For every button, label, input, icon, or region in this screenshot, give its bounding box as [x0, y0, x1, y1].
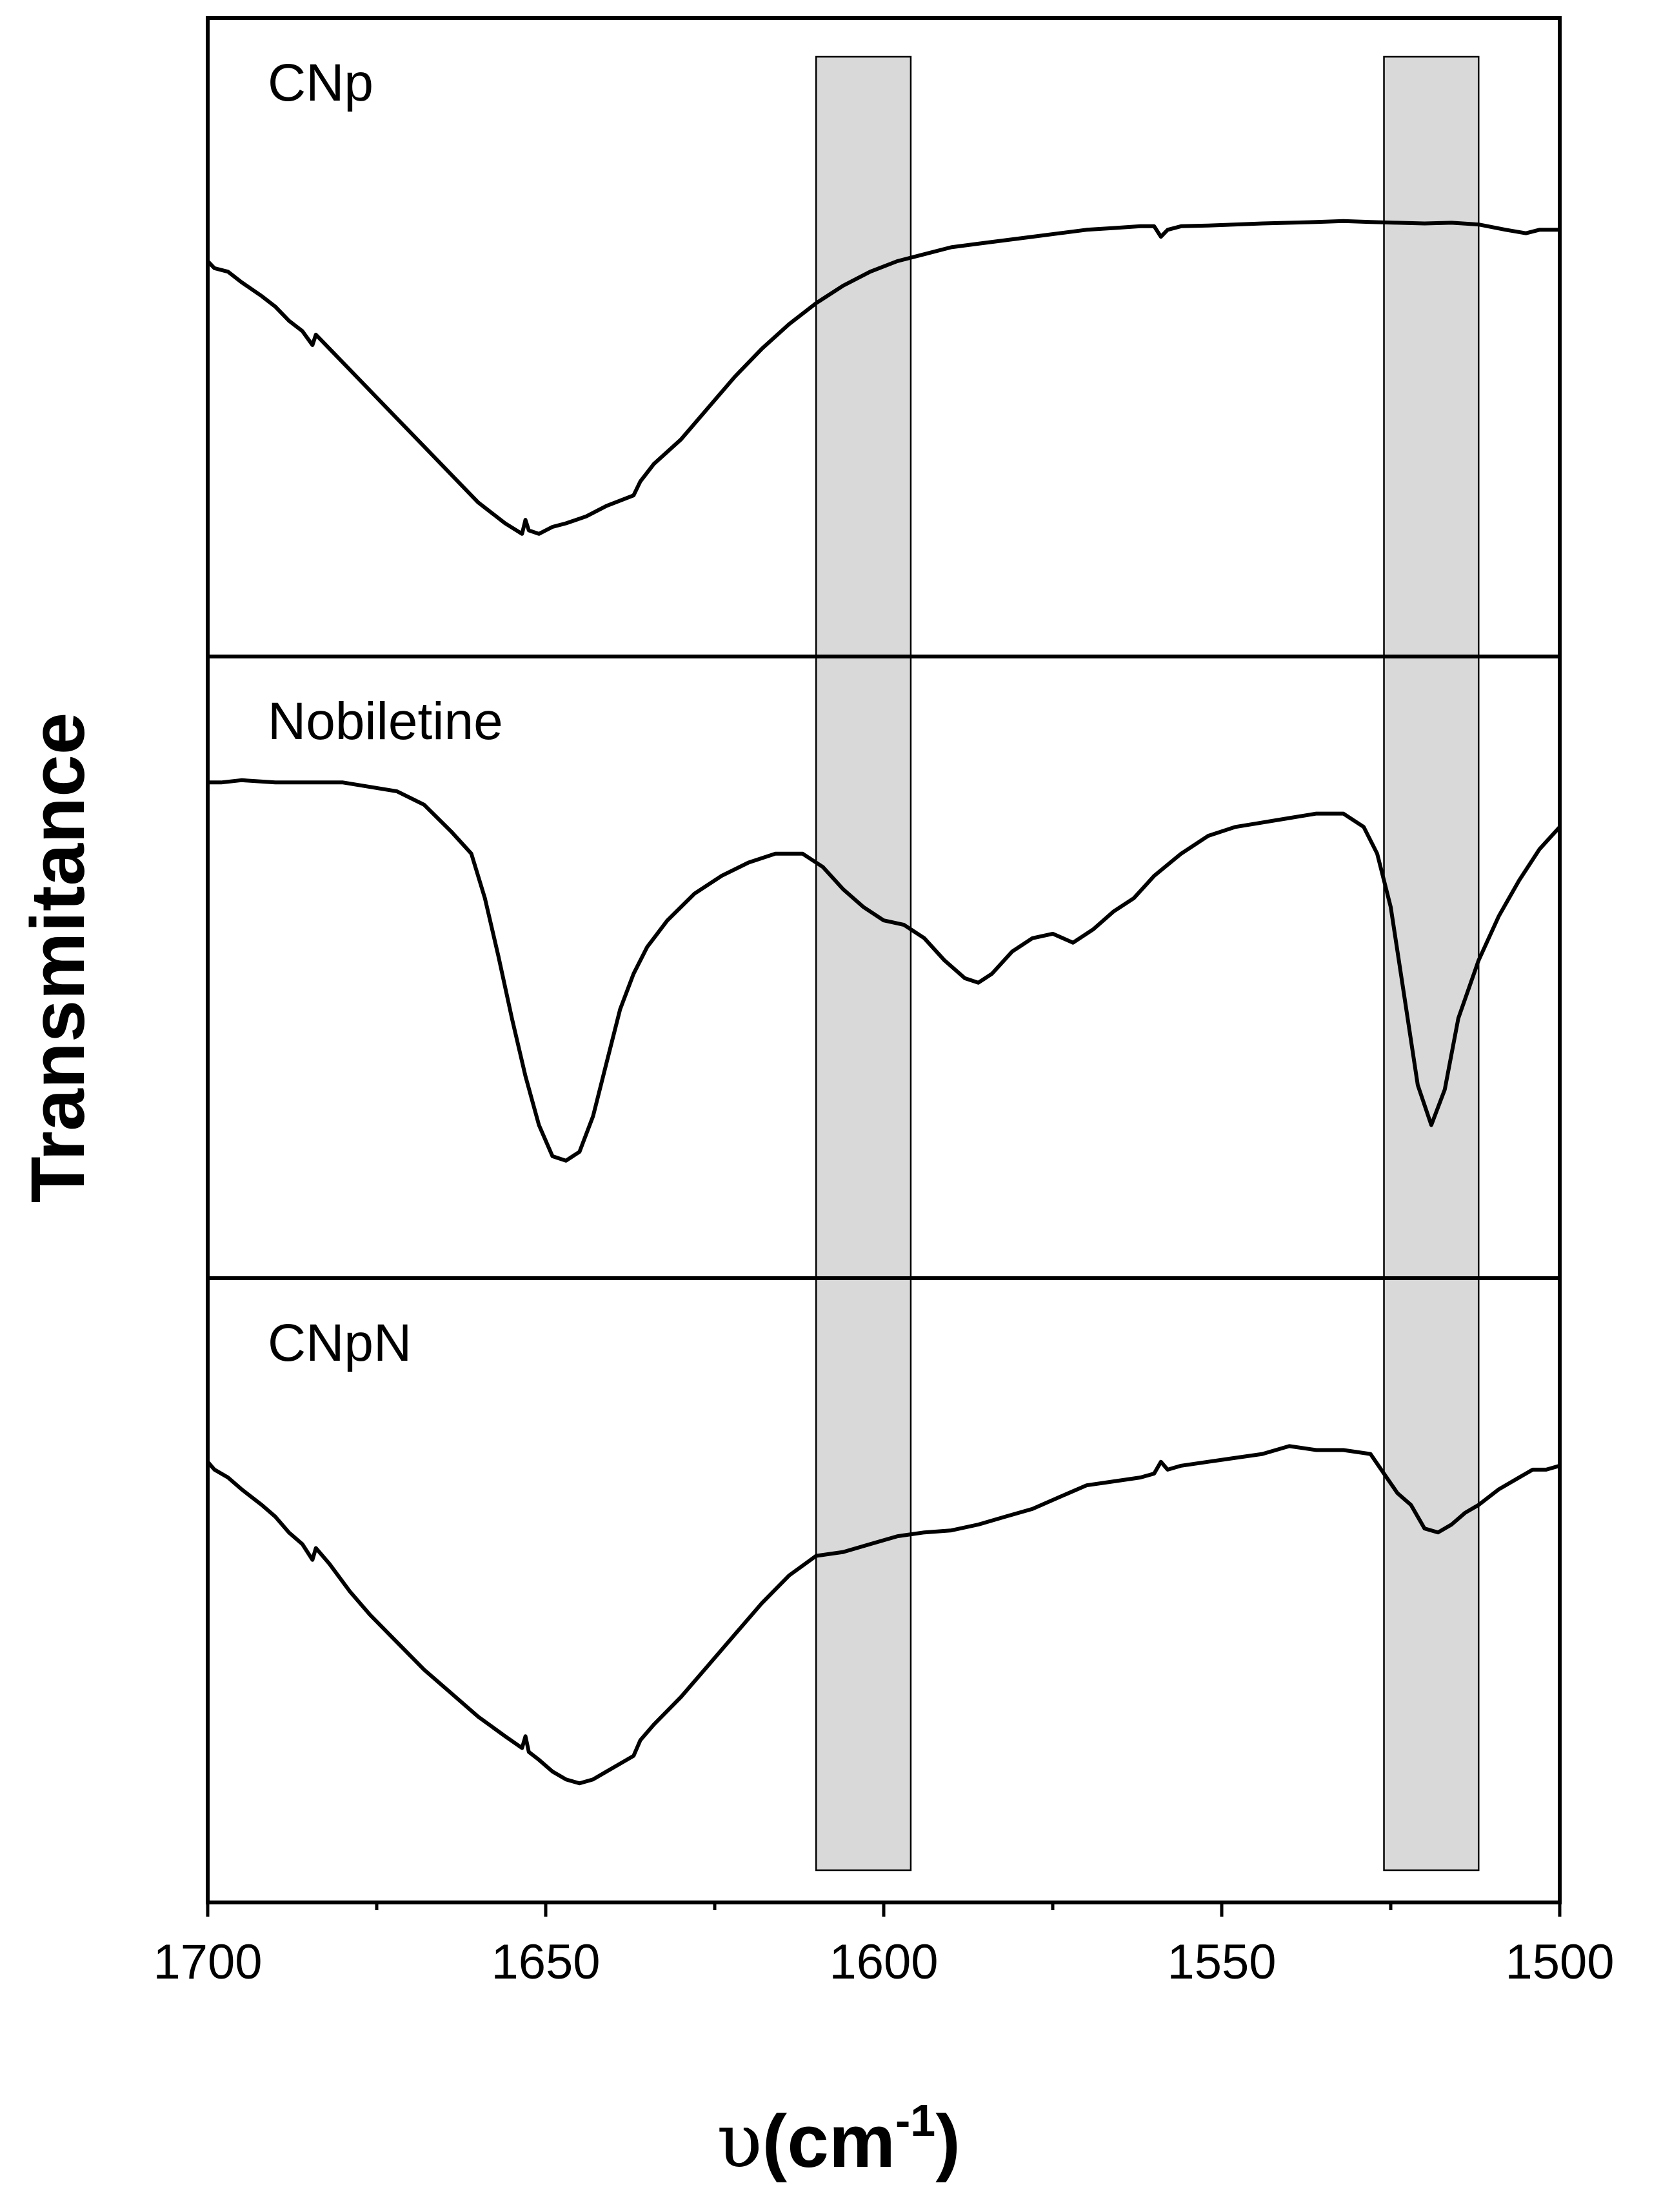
y-axis-label: Transmitance — [15, 713, 101, 1203]
series-label-cnp: CNp — [268, 54, 373, 112]
x-tick-label-1650: 1650 — [491, 1935, 600, 1990]
series-line-nobiletine — [206, 778, 1562, 1163]
series-line-cnpn — [206, 1444, 1562, 1786]
x-tick-label-1600: 1600 — [829, 1935, 938, 1990]
spectra-curves — [206, 219, 1562, 1786]
x-tick-label-1700: 1700 — [153, 1935, 262, 1990]
x-tick-label-1550: 1550 — [1167, 1935, 1276, 1990]
series-label-cnpn: CNpN — [268, 1314, 412, 1372]
x-tick-label-1500: 1500 — [1505, 1935, 1614, 1990]
series-line-cnp — [206, 219, 1562, 536]
highlight-band-1 — [815, 55, 912, 1871]
x-axis-label: υ(cm-1) — [717, 2095, 960, 2185]
x-axis: 1700 1650 1600 1550 1500 — [153, 1902, 1615, 1990]
highlight-bands — [815, 55, 1480, 1871]
x-axis-label-close: ) — [935, 2099, 960, 2183]
x-axis-label-open: ( — [762, 2099, 788, 2183]
x-axis-label-exponent: -1 — [895, 2095, 935, 2146]
panel-labels: CNp Nobiletine CNpN — [268, 54, 503, 1372]
x-axis-label-unit: cm — [787, 2099, 895, 2183]
series-label-nobiletine: Nobiletine — [268, 692, 503, 751]
x-axis-label-symbol: υ — [717, 2098, 762, 2185]
